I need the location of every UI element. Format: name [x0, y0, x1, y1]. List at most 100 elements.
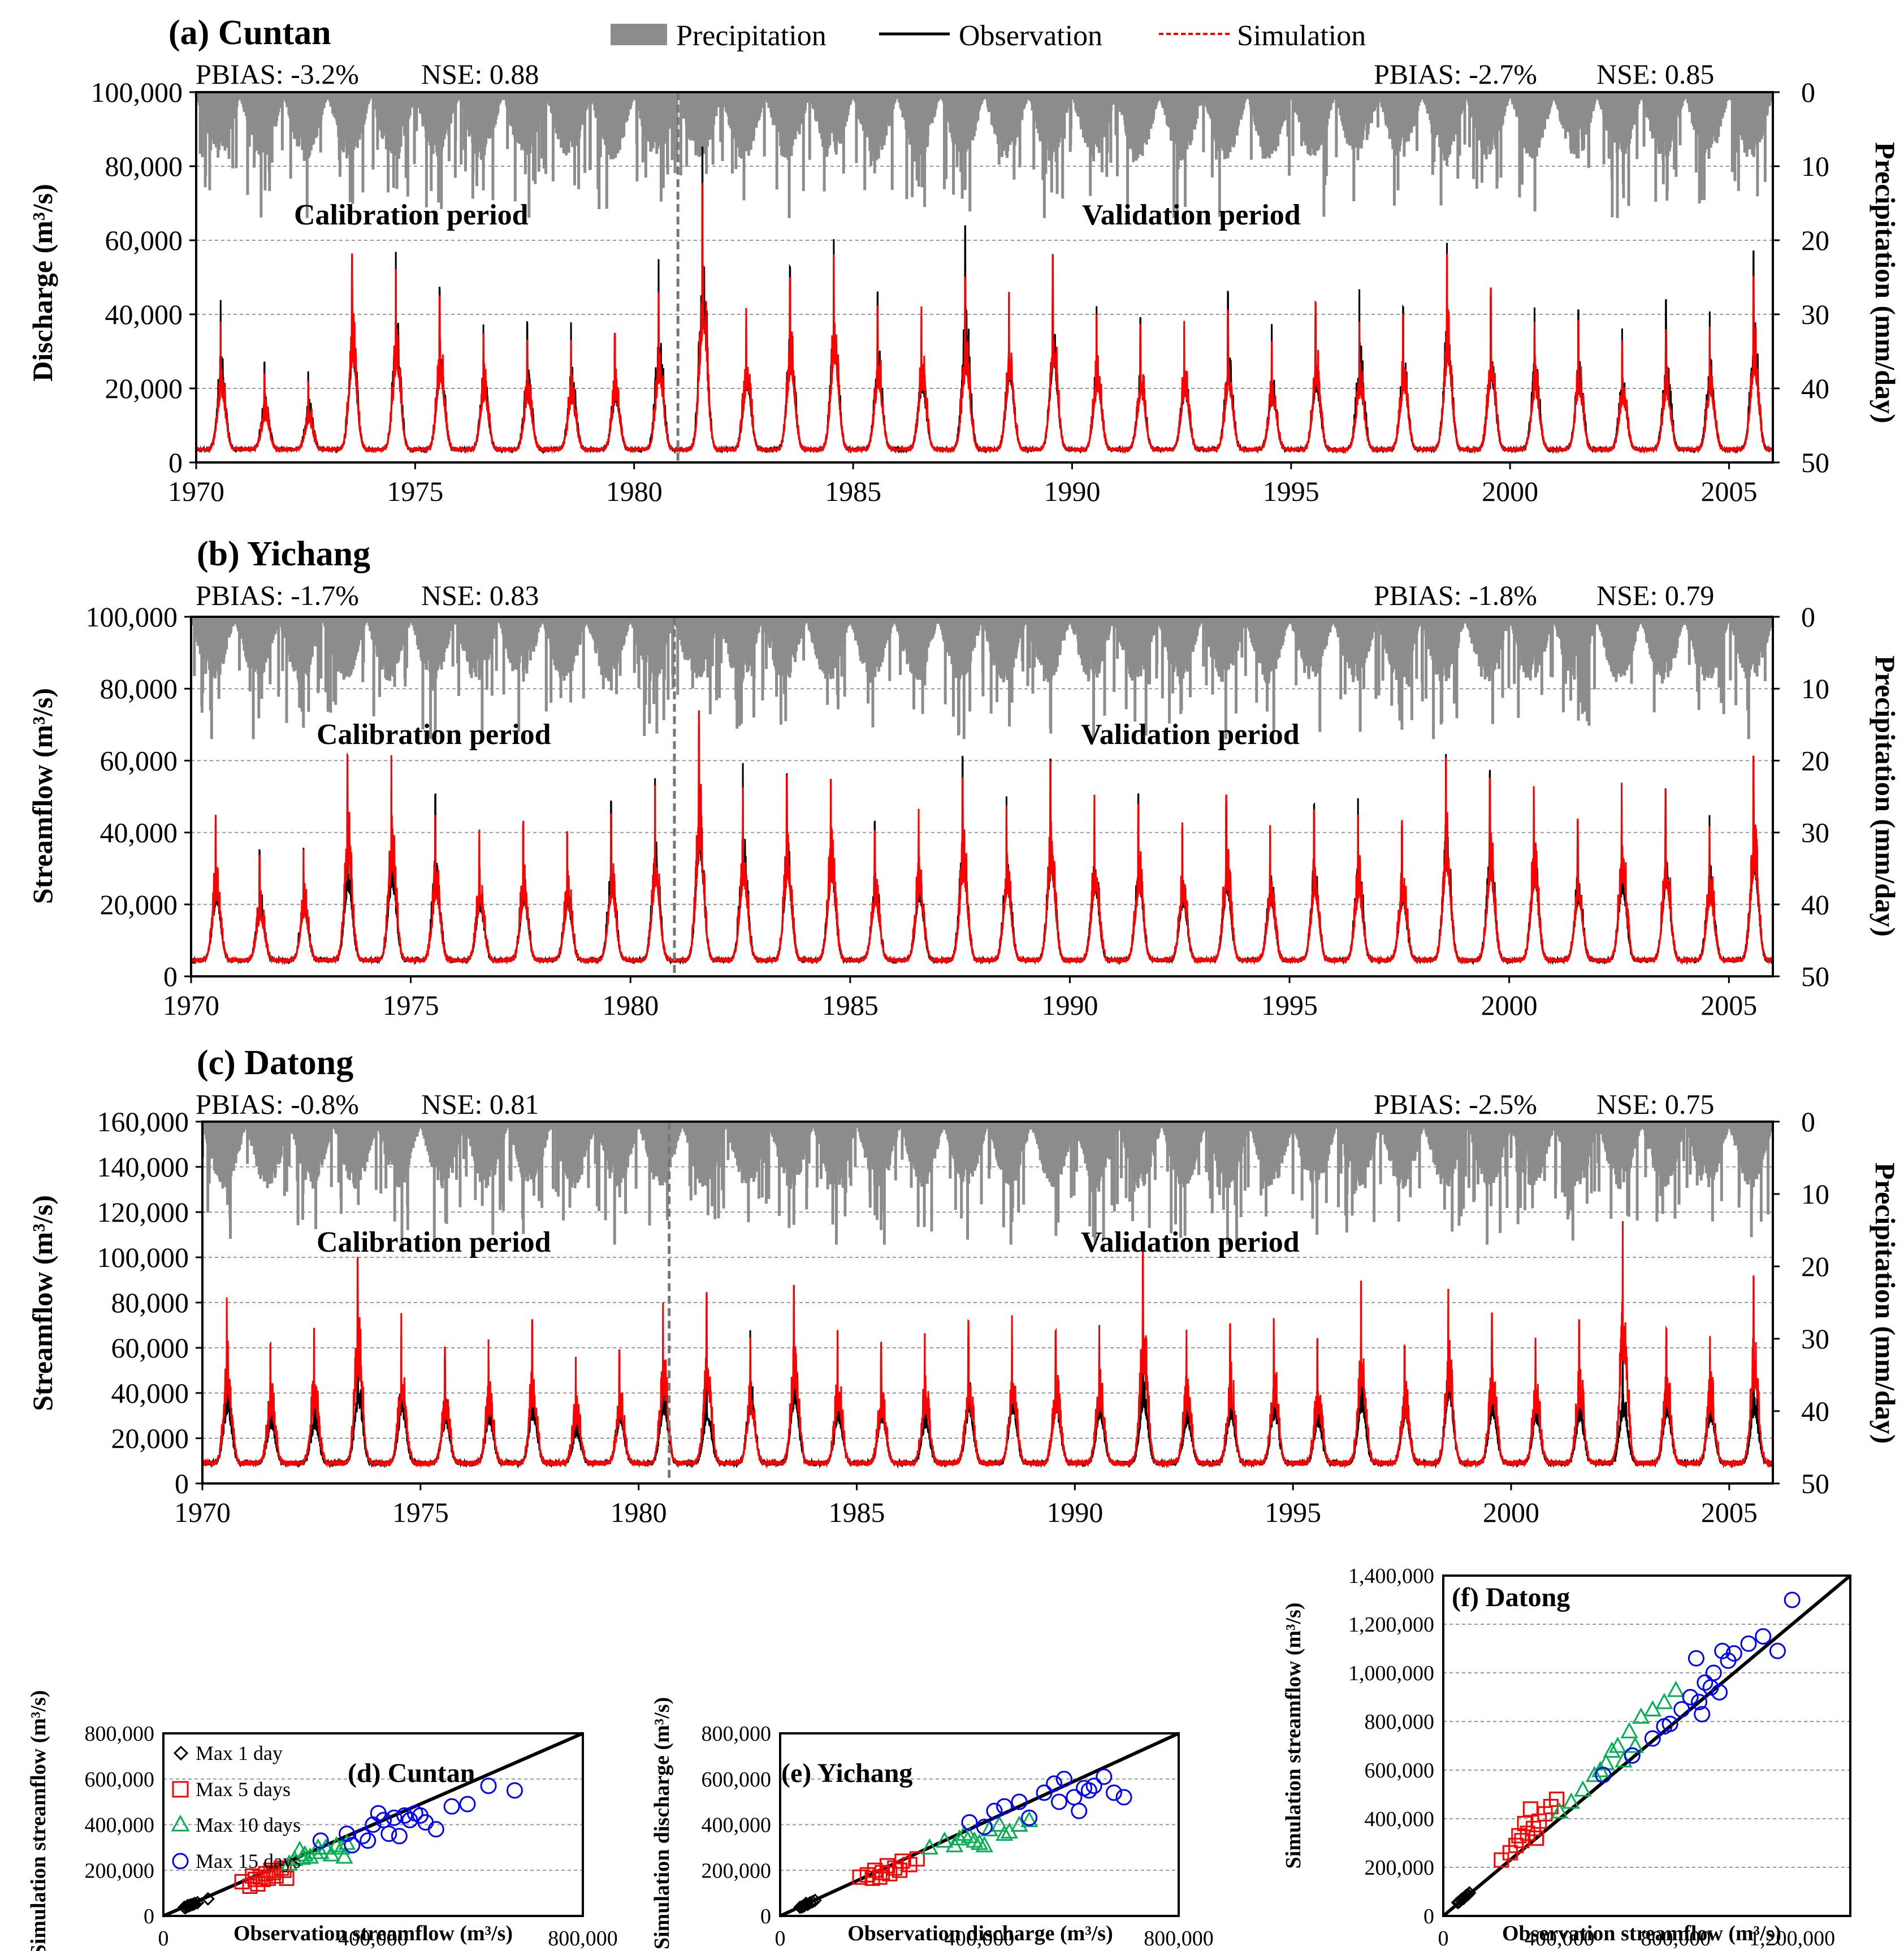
y-tick-label: 200,000	[702, 1859, 772, 1883]
panel-b-cal-nse: NSE: 0.83	[421, 579, 539, 611]
panel-b-val-pbias: PBIAS: -1.8%	[1374, 579, 1537, 611]
scatter-point-max-15-days	[1740, 1635, 1757, 1652]
legend-max1-label: Max 1 day	[196, 1742, 283, 1764]
precip-tick-label: 40	[1801, 1395, 1829, 1427]
scatter-point-max-10-days	[1020, 1811, 1038, 1827]
scatter-point-max-10-days	[280, 1854, 298, 1871]
scatter-point-max-15-days	[1036, 1784, 1053, 1801]
y-tick-label: 60,000	[111, 1332, 189, 1364]
scatter-point-max-1-day	[1457, 1891, 1472, 1905]
scatter-point-max-15-days	[1066, 1789, 1083, 1806]
scatter-point-max-15-days	[1697, 1674, 1713, 1691]
panel-a-p-ticks: 0 10 20 30 40 50	[1773, 76, 1829, 478]
precip-tick-label: 10	[1801, 150, 1829, 182]
y-tick-label: 100,000	[86, 601, 178, 633]
panel-c-datong: (c) Datong PBIAS: -0.8% NSE: 0.81 PBIAS:…	[27, 1044, 1901, 1528]
scatter-point-max-15-days	[1711, 1684, 1728, 1701]
scatter-point-max-15-days	[1784, 1591, 1801, 1608]
scatter-point-max-15-days	[1714, 1642, 1731, 1659]
x-tick-label: 2005	[1701, 1496, 1758, 1528]
y-tick-label: 60,000	[105, 224, 183, 256]
scatter-point-max-15-days	[380, 1825, 397, 1842]
precip-tick-label: 30	[1801, 1323, 1829, 1355]
panel-a-calibration-label: Calibration period	[294, 199, 529, 231]
y-tick-label: 1,200,000	[1348, 1613, 1434, 1637]
panel-e-y-ticks: 0 200,000 400,000 600,000 800,000	[702, 1722, 772, 1928]
panel-f-xlabel: Observation streamflow (m³/s)	[1502, 1922, 1781, 1945]
x-tick-label: 800,000	[1144, 1927, 1214, 1950]
panel-f-one-to-one-line	[1442, 1574, 1851, 1918]
scatter-point-max-5-days	[274, 1860, 289, 1876]
panel-f-y-ticks: 0 200,000 400,000 600,000 800,000 1,000,000 1,…	[1348, 1564, 1434, 1928]
scatter-point-max-1-day	[187, 1897, 201, 1911]
panel-c-cal-nse: NSE: 0.81	[421, 1088, 539, 1120]
precip-tick-label: 40	[1801, 889, 1829, 920]
x-tick-label: 1,200,000	[1749, 1927, 1835, 1950]
scatter-point-max-15-days	[1021, 1809, 1038, 1826]
panel-c-calibration-label: Calibration period	[317, 1226, 551, 1258]
scatter-point-max-10-days	[1609, 1736, 1627, 1753]
panel-a-cal-pbias: PBIAS: -3.2%	[196, 58, 359, 90]
x-tick-label: 1980	[611, 1496, 667, 1528]
scatter-point-max-10-days	[335, 1847, 353, 1864]
y-tick-label: 20,000	[105, 373, 183, 404]
panel-c-x-ticks: 1970 1975 1980 1985 1990 1995 2000 2005	[174, 1483, 1758, 1528]
precip-tick-label: 10	[1801, 1178, 1829, 1210]
y-tick-label: 800,000	[85, 1722, 155, 1746]
y-tick-label: 600,000	[85, 1768, 155, 1792]
scatter-point-max-5-days	[250, 1876, 266, 1892]
scatter-point-max-15-days	[506, 1782, 523, 1799]
scatter-point-max-15-days	[354, 1828, 371, 1845]
x-tick-label: 1975	[392, 1496, 449, 1528]
y-tick-label: 400,000	[702, 1814, 772, 1837]
x-tick-label: 1970	[163, 989, 219, 1021]
panel-d-one-to-one-line	[162, 1732, 584, 1918]
scatter-point-max-5-days	[1522, 1801, 1538, 1817]
x-tick-label: 1985	[825, 475, 881, 507]
scatter-point-max-5-days	[882, 1866, 898, 1881]
y-tick-label: 200,000	[1365, 1856, 1435, 1880]
scatter-point-max-15-days	[401, 1811, 418, 1828]
panel-e-title: (e) Yichang	[781, 1758, 912, 1788]
scatter-point-max-10-days	[1585, 1766, 1603, 1783]
scatter-point-max-15-days	[1011, 1793, 1028, 1810]
panel-b-calibration-label: Calibration period	[317, 719, 551, 751]
legend-max1-marker	[173, 1745, 189, 1761]
y-tick-label: 0	[1423, 1905, 1434, 1928]
scatter-point-max-15-days	[344, 1837, 361, 1854]
scatter-point-max-15-days	[1702, 1679, 1719, 1696]
scatter-point-max-15-days	[1769, 1642, 1786, 1659]
panel-c-val-nse: NSE: 0.75	[1596, 1088, 1714, 1120]
y-tick-label: 80,000	[105, 150, 183, 182]
panel-a-title: (a) Cuntan	[168, 14, 331, 52]
scatter-point-max-15-days	[360, 1832, 377, 1849]
scatter-point-max-15-days	[1595, 1767, 1612, 1784]
y-tick-label: 0	[144, 1905, 154, 1928]
panel-e-yichang: 0 400,000 800,000 0 200,000 400,000 600,000 80…	[650, 1697, 1214, 1950]
scatter-point-max-1-day	[808, 1893, 822, 1907]
scatter-point-max-15-days	[386, 1809, 403, 1826]
panel-c-title: (c) Datong	[197, 1044, 353, 1082]
y-tick-label: 20,000	[111, 1422, 189, 1454]
scatter-point-max-5-days	[892, 1862, 907, 1878]
y-tick-label: 40,000	[105, 299, 183, 330]
panel-c-cal-pbias: PBIAS: -0.8%	[196, 1088, 359, 1120]
precip-tick-label: 30	[1801, 299, 1829, 330]
y-tick-label: 100,000	[97, 1241, 189, 1273]
legend-precip-label: Precipitation	[676, 20, 826, 52]
panel-f-points	[1451, 1591, 1801, 1910]
y-tick-label: 0	[168, 447, 183, 478]
y-tick-label: 1,000,000	[1348, 1662, 1434, 1685]
scatter-point-max-5-days	[1529, 1830, 1544, 1846]
panel-d-title: (d) Cuntan	[348, 1758, 475, 1788]
panel-b-ylabel: Streamflow (m³/s)	[27, 688, 58, 904]
y-tick-label: 0	[163, 961, 178, 992]
y-tick-label: 800,000	[702, 1722, 772, 1746]
panel-d-x-ticks: 0 400,000 800,000	[158, 1927, 618, 1950]
x-tick-label: 400,000	[338, 1927, 408, 1950]
scatter-point-max-15-days	[412, 1807, 429, 1824]
legend-sim-label: Simulation	[1237, 20, 1366, 52]
scatter-point-max-5-days	[1520, 1825, 1535, 1841]
panel-c-yticks: 0 20,000 40,000 60,000 80,000 100,000 120,000 1…	[97, 1106, 202, 1499]
